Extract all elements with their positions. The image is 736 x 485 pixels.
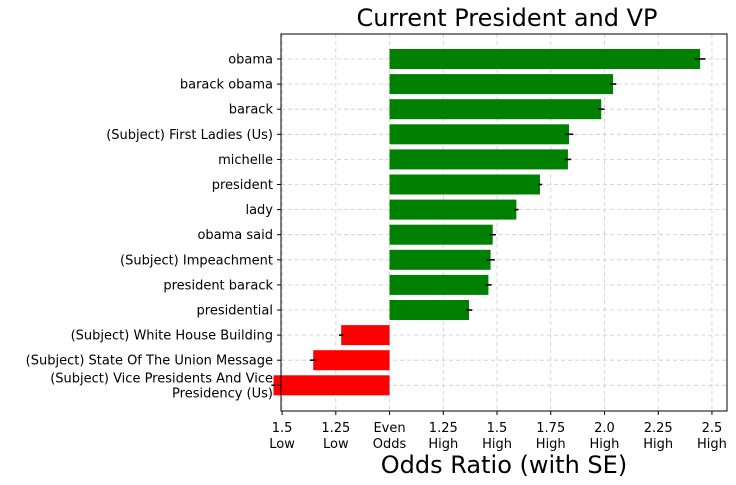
x-tick-label: 2.5 High	[697, 421, 727, 452]
y-axis: obama barack obama barack (Subject) First L…	[26, 53, 281, 401]
x-tick-label: 1.25 High	[428, 421, 458, 452]
x-tick-label-line1: 1.25	[429, 421, 458, 436]
chart-title: Current President and VP	[356, 4, 657, 32]
category-label: (Subject) White House Building	[71, 329, 273, 344]
x-tick-label-line2: High	[697, 437, 727, 452]
grid	[281, 34, 727, 411]
x-tick-label-line1: Even	[373, 421, 405, 436]
x-tick-label: 1.25 Low	[321, 421, 350, 452]
x-tick-label-line1: 1.25	[321, 421, 350, 436]
x-tick-label-line2: Low	[323, 437, 349, 452]
category-label: president barack	[163, 278, 273, 293]
category-label: (Subject) State Of The Union Message	[26, 354, 273, 369]
x-tick-label-line1: 1.5	[487, 421, 508, 436]
bars	[273, 49, 701, 396]
bar	[389, 124, 570, 145]
category-label: presidential	[197, 304, 273, 319]
category-label: barack	[229, 103, 274, 118]
bar	[389, 249, 491, 270]
x-tick-label: 2.25 High	[643, 421, 673, 452]
x-tick-label-line2: High	[428, 437, 458, 452]
x-tick-label-line2: Low	[269, 437, 295, 452]
bar	[273, 375, 390, 396]
category-label-line: Presidency (Us)	[172, 386, 273, 401]
category-label: michelle	[218, 153, 273, 168]
bar	[389, 49, 701, 69]
plot-frame	[280, 33, 728, 412]
bar	[389, 274, 489, 295]
bar	[389, 149, 568, 170]
x-tick-label-line1: 1.5	[272, 421, 293, 436]
bar	[389, 300, 470, 320]
bar	[341, 325, 390, 346]
category-label-line: (Subject) Vice Presidents And Vice	[50, 371, 273, 386]
x-tick-label-line2: High	[590, 437, 620, 452]
category-label: lady	[245, 203, 273, 218]
category-label: barack obama	[180, 78, 273, 93]
x-tick-label: Even Odds	[373, 421, 407, 452]
category-label: obama	[228, 53, 273, 68]
error-bars	[271, 58, 706, 387]
x-tick-label-line1: 1.75	[536, 421, 565, 436]
category-label: president	[212, 178, 273, 193]
bar	[389, 199, 517, 220]
bar	[389, 74, 614, 95]
x-tick-label-line1: 2.25	[644, 421, 673, 436]
bar	[389, 224, 493, 245]
bar	[389, 99, 602, 120]
x-tick-label: 1.5 High	[482, 421, 512, 452]
x-tick-label: 1.75 High	[536, 421, 566, 452]
bar	[313, 350, 390, 371]
x-tick-label-line2: Odds	[373, 437, 407, 452]
x-tick-label-line1: 2.0	[594, 421, 615, 436]
category-label: (Subject) Impeachment	[120, 253, 273, 268]
x-axis-label: Odds Ratio (with SE)	[381, 451, 627, 479]
x-tick-label-line2: High	[643, 437, 673, 452]
category-label: (Subject) Vice Presidents And Vice Presid…	[50, 371, 273, 401]
x-tick-label-line1: 2.5	[702, 421, 723, 436]
category-label: (Subject) First Ladies (Us)	[106, 128, 273, 143]
x-tick-label-line2: High	[482, 437, 512, 452]
x-tick-label: 1.5 Low	[269, 421, 295, 452]
x-tick-label: 2.0 High	[590, 421, 620, 452]
category-label: obama said	[197, 228, 273, 243]
x-tick-label-line2: High	[536, 437, 566, 452]
bar	[389, 174, 541, 195]
